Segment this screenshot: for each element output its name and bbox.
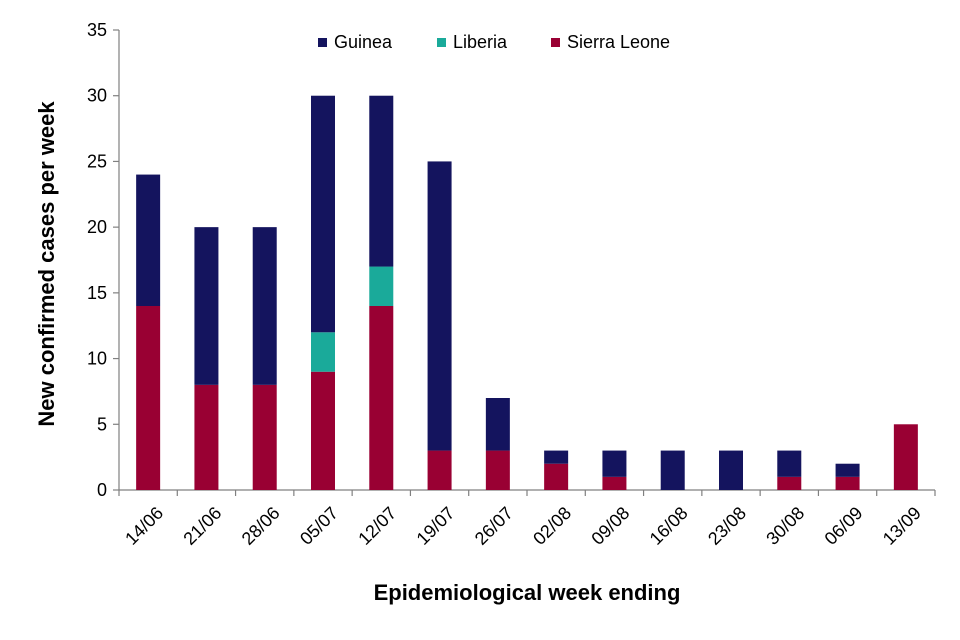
bar-sierra-leone-13-09 [893, 424, 918, 490]
x-axis-ticks: 14/06 21/06 28/06 05/07 12/07 19/07 26/07 02/08… [118, 490, 936, 549]
x-tick-label: 16/08 [646, 503, 692, 549]
bar-sierra-leone-14-06 [136, 306, 161, 490]
y-tick-label: 30 [87, 86, 107, 106]
bar-guinea-02-08 [544, 450, 569, 464]
x-tick-label: 06/09 [821, 503, 867, 549]
bar-guinea-14-06 [136, 174, 161, 306]
bar-guinea-09-08 [602, 450, 627, 477]
bar-sierra-leone-28-06 [252, 384, 277, 490]
x-tick-label: 19/07 [413, 503, 459, 549]
bar-guinea-28-06 [252, 227, 277, 385]
bar-sierra-leone-21-06 [194, 384, 219, 490]
y-tick-label: 0 [97, 480, 107, 500]
x-tick-label: 13/09 [879, 503, 925, 549]
bar-guinea-12-07 [369, 95, 394, 267]
bar-sierra-leone-06-09 [835, 476, 860, 490]
x-tick-label: 30/08 [762, 503, 808, 549]
x-tick-label: 26/07 [471, 503, 517, 549]
y-tick-label: 35 [87, 20, 107, 40]
bar-guinea-19-07 [427, 161, 452, 451]
y-tick-label: 20 [87, 217, 107, 237]
bar-guinea-26-07 [485, 398, 510, 451]
y-axis-title: New confirmed cases per week [34, 101, 59, 427]
bar-sierra-leone-26-07 [485, 450, 510, 490]
bar-sierra-leone-09-08 [602, 476, 627, 490]
x-tick-label: 14/06 [121, 503, 167, 549]
bar-sierra-leone-19-07 [427, 450, 452, 490]
x-tick-label: 09/08 [587, 503, 633, 549]
legend-swatch-guinea [318, 38, 327, 47]
x-tick-label: 05/07 [296, 503, 342, 549]
bar-guinea-23-08 [719, 450, 743, 490]
x-tick-label: 23/08 [704, 503, 750, 549]
bar-liberia-12-07 [369, 266, 394, 306]
legend-swatch-sierra-leone [551, 38, 560, 47]
x-axis-title: Epidemiological week ending [374, 580, 681, 605]
bar-sierra-leone-02-08 [544, 463, 569, 490]
y-tick-label: 10 [87, 349, 107, 369]
bar-sierra-leone-30-08 [777, 476, 802, 490]
bar-guinea-30-08 [777, 450, 802, 477]
legend-label-sierra-leone: Sierra Leone [567, 32, 670, 52]
bar-guinea-05-07 [311, 95, 335, 333]
x-tick-label: 12/07 [354, 503, 400, 549]
x-tick-label: 02/08 [529, 503, 575, 549]
bar-sierra-leone-12-07 [369, 306, 394, 490]
bars [136, 95, 918, 490]
axes [118, 30, 935, 491]
legend-label-liberia: Liberia [453, 32, 508, 52]
legend-swatch-liberia [437, 38, 446, 47]
y-tick-label: 25 [87, 151, 107, 171]
y-tick-label: 15 [87, 283, 107, 303]
x-tick-label: 28/06 [238, 503, 284, 549]
y-axis-ticks: 0 5 10 15 20 25 30 35 [87, 20, 119, 500]
bar-liberia-05-07 [311, 332, 335, 372]
y-tick-label: 5 [97, 414, 107, 434]
bar-guinea-16-08 [660, 450, 685, 490]
bar-sierra-leone-05-07 [311, 371, 335, 490]
bar-guinea-21-06 [194, 227, 219, 385]
legend-label-guinea: Guinea [334, 32, 393, 52]
x-tick-label: 21/06 [179, 503, 225, 549]
legend: Guinea Liberia Sierra Leone [318, 32, 670, 52]
bar-guinea-06-09 [835, 463, 860, 477]
